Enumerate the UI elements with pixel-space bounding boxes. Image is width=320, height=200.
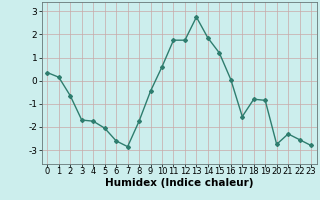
- X-axis label: Humidex (Indice chaleur): Humidex (Indice chaleur): [105, 178, 253, 188]
